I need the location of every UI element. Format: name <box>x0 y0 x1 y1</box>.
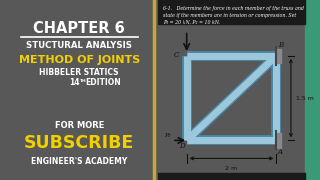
Text: EDITION: EDITION <box>85 78 121 87</box>
Text: FOR MORE: FOR MORE <box>54 122 104 130</box>
Text: 2 m: 2 m <box>226 166 237 171</box>
Text: 6-1.   Determine the force in each member of the truss and: 6-1. Determine the force in each member … <box>163 6 304 11</box>
Text: SUBSCRIBE: SUBSCRIBE <box>24 134 134 152</box>
Text: ENGINEER'S ACADEMY: ENGINEER'S ACADEMY <box>31 158 127 166</box>
Text: STUCTURAL ANALYSIS: STUCTURAL ANALYSIS <box>26 41 132 50</box>
Text: CHAPTER 6: CHAPTER 6 <box>33 21 125 36</box>
Text: P₂: P₂ <box>164 133 171 138</box>
Bar <box>158 173 305 180</box>
Bar <box>158 0 305 24</box>
Text: C: C <box>174 51 180 59</box>
Text: A: A <box>278 148 283 156</box>
Bar <box>305 0 320 180</box>
Text: D: D <box>179 142 184 150</box>
Text: 1.5 m: 1.5 m <box>296 96 314 101</box>
Text: METHOD OF JOINTS: METHOD OF JOINTS <box>19 55 140 65</box>
Text: TH: TH <box>79 79 86 83</box>
Text: HIBBELER STATICS: HIBBELER STATICS <box>39 68 119 77</box>
Bar <box>276 133 281 148</box>
Text: state if the members are in tension or compression. Set: state if the members are in tension or c… <box>163 13 297 18</box>
Bar <box>276 49 281 63</box>
Text: 14: 14 <box>69 78 79 87</box>
Text: P₁: P₁ <box>180 20 187 25</box>
Text: B: B <box>278 41 283 49</box>
Text: P₁ = 20 kN, P₂ = 10 kN.: P₁ = 20 kN, P₂ = 10 kN. <box>163 20 220 25</box>
